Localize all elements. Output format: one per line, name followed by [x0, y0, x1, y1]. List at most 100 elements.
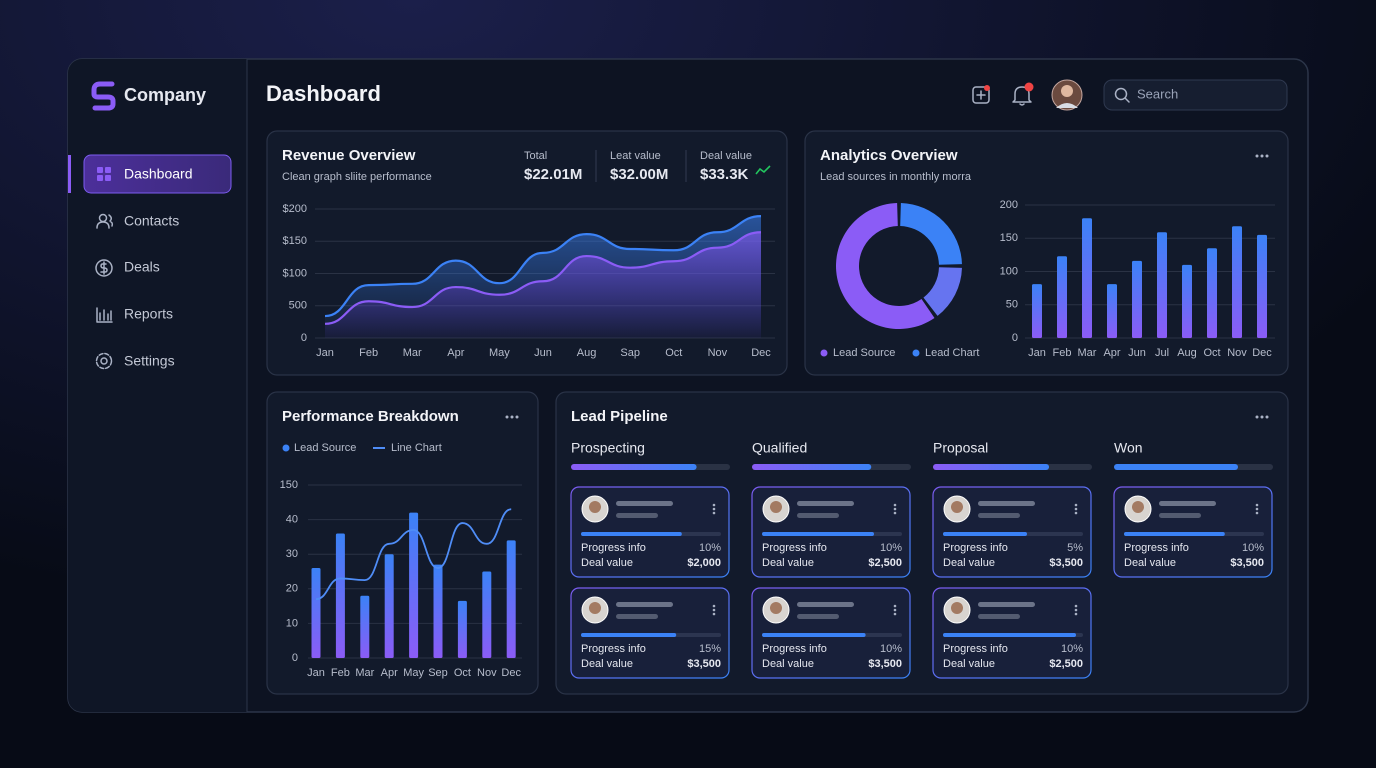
card-subtitle: Clean graph sliite performance — [282, 171, 432, 183]
bar — [482, 571, 492, 658]
progress-label: Progress info — [581, 643, 646, 655]
deal-label: Deal value — [943, 557, 995, 569]
pipeline-card — [555, 391, 1289, 695]
search-box[interactable] — [1103, 79, 1288, 111]
card-menu-dot — [893, 608, 897, 612]
progress-label: Progress info — [762, 643, 827, 655]
deal-label: Deal value — [943, 658, 995, 670]
placeholder-line — [797, 602, 854, 607]
brand-logo — [91, 81, 116, 111]
avatar-body — [1056, 103, 1078, 108]
stat-value: $32.00M — [610, 166, 668, 183]
bar — [1232, 226, 1242, 338]
progress-value: 10% — [1061, 643, 1083, 655]
sidebar — [68, 59, 247, 712]
y-tick-label: 40 — [286, 514, 298, 526]
deal-value: $2,500 — [1049, 658, 1083, 670]
stage-fill — [933, 464, 1050, 470]
deal-label: Deal value — [1124, 557, 1176, 569]
x-tick-label: May — [403, 667, 424, 679]
stat-value: $33.3K — [700, 166, 749, 183]
pie-segment — [836, 203, 935, 330]
stat-value: $22.01M — [524, 166, 582, 183]
card-progress-fill — [581, 532, 682, 536]
bar — [1057, 256, 1067, 338]
card-progress-fill — [943, 633, 1076, 637]
line — [315, 508, 512, 601]
x-tick-label: Oct — [1203, 347, 1220, 359]
x-tick-label: Nov — [1227, 347, 1247, 359]
bar — [506, 540, 516, 658]
notification-badge — [1024, 82, 1034, 92]
more-menu[interactable] — [1255, 415, 1269, 419]
deal-label: Deal value — [762, 557, 814, 569]
card-menu-dot — [1074, 511, 1078, 515]
y-tick-label: 50 — [1006, 299, 1018, 311]
card-subtitle: Lead sources in monthly morra — [820, 171, 972, 183]
y-tick-label: 0 — [292, 652, 298, 664]
progress-value: 10% — [880, 643, 902, 655]
search-placeholder[interactable]: Search — [1137, 86, 1178, 101]
stage-name: Prospecting — [571, 440, 645, 456]
brand-name: Company — [124, 85, 206, 105]
deal-label: Deal value — [762, 658, 814, 670]
legend-dot — [820, 349, 828, 357]
card-menu-dot — [893, 612, 897, 616]
card-menu-dot — [1074, 503, 1078, 507]
nav-label[interactable]: Dashboard — [124, 166, 193, 182]
legend-label: Lead Source — [294, 442, 356, 454]
nav-label[interactable]: Reports — [124, 306, 173, 322]
bar — [1257, 234, 1267, 338]
bar — [1132, 260, 1142, 338]
progress-label: Progress info — [943, 542, 1008, 554]
x-tick-label: Aug — [1177, 347, 1197, 359]
y-tick-label: 150 — [280, 479, 298, 491]
progress-value: 15% — [699, 643, 721, 655]
message-badge — [984, 85, 990, 91]
progress-label: Progress info — [943, 643, 1008, 655]
nav-item-active[interactable] — [83, 154, 232, 194]
line — [324, 214, 762, 318]
placeholder-line — [616, 602, 673, 607]
y-tick-label: 30 — [286, 548, 298, 560]
x-tick-label: Dec — [751, 347, 771, 359]
stat-label: Total — [524, 150, 547, 162]
x-tick-label: Mar — [403, 347, 422, 359]
x-tick-label: Oct — [454, 667, 471, 679]
nav-label[interactable]: Settings — [124, 353, 175, 369]
notification-button[interactable] — [1012, 86, 1032, 106]
avatar-face — [951, 602, 963, 614]
deal-value: $3,500 — [1049, 557, 1083, 569]
placeholder-line — [616, 501, 673, 506]
card-menu-dot — [712, 612, 716, 616]
placeholder-line — [616, 513, 658, 518]
x-tick-label: Mar — [355, 667, 374, 679]
bar — [311, 568, 321, 658]
card-progress-fill — [762, 532, 874, 536]
card-progress-fill — [943, 532, 1027, 536]
message-button[interactable] — [972, 86, 990, 104]
bar — [1107, 284, 1117, 338]
y-tick-label: 200 — [1000, 199, 1018, 211]
x-tick-label: Jan — [316, 347, 334, 359]
more-menu[interactable] — [1255, 154, 1269, 158]
line — [324, 231, 762, 325]
card-menu-dot — [712, 604, 716, 608]
placeholder-line — [978, 614, 1020, 619]
deal-value: $3,500 — [868, 658, 902, 670]
progress-value: 10% — [699, 542, 721, 554]
bar — [409, 512, 419, 658]
progress-value: 10% — [1242, 542, 1264, 554]
card-title: Performance Breakdown — [282, 408, 459, 425]
y-tick-label: 100 — [1000, 265, 1018, 277]
y-tick-label: 10 — [286, 617, 298, 629]
bar — [1207, 248, 1217, 338]
x-tick-label: Oct — [665, 347, 682, 359]
x-tick-label: Jan — [307, 667, 325, 679]
card-title: Analytics Overview — [820, 147, 958, 164]
more-menu[interactable] — [505, 415, 519, 419]
nav-label[interactable]: Deals — [124, 259, 160, 275]
progress-label: Progress info — [1124, 542, 1189, 554]
x-tick-label: Feb — [331, 667, 350, 679]
nav-label[interactable]: Contacts — [124, 213, 179, 229]
